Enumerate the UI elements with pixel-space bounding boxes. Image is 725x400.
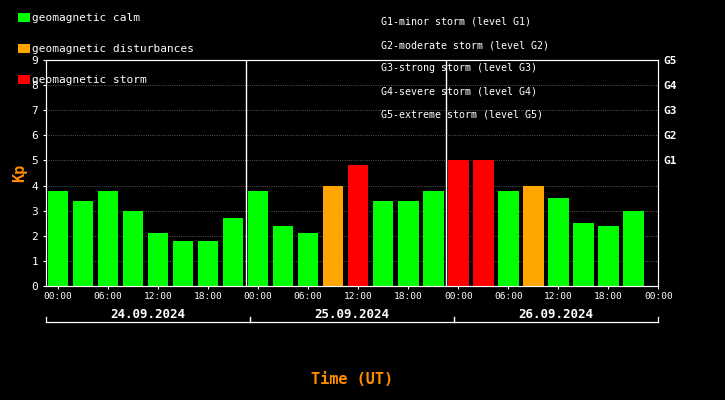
Bar xyxy=(48,190,68,286)
Text: G5-extreme storm (level G5): G5-extreme storm (level G5) xyxy=(381,110,542,120)
Bar xyxy=(98,190,118,286)
Bar xyxy=(623,211,644,286)
Bar xyxy=(73,201,94,286)
Bar xyxy=(598,226,618,286)
Text: 26.09.2024: 26.09.2024 xyxy=(518,308,594,320)
Bar xyxy=(248,190,268,286)
Bar xyxy=(473,160,494,286)
Bar xyxy=(498,190,518,286)
Bar xyxy=(398,201,418,286)
Text: geomagnetic storm: geomagnetic storm xyxy=(32,75,147,85)
Text: Time (UT): Time (UT) xyxy=(311,372,393,387)
Text: 24.09.2024: 24.09.2024 xyxy=(110,308,186,320)
Text: G2-moderate storm (level G2): G2-moderate storm (level G2) xyxy=(381,40,549,50)
Bar xyxy=(373,201,394,286)
Text: geomagnetic calm: geomagnetic calm xyxy=(32,13,140,23)
Text: G4-severe storm (level G4): G4-severe storm (level G4) xyxy=(381,86,536,96)
Bar xyxy=(173,241,194,286)
Bar xyxy=(148,233,168,286)
Bar xyxy=(223,218,244,286)
Text: geomagnetic disturbances: geomagnetic disturbances xyxy=(32,44,194,54)
Bar xyxy=(448,160,468,286)
Text: G1-minor storm (level G1): G1-minor storm (level G1) xyxy=(381,17,531,27)
Bar xyxy=(548,198,568,286)
Bar xyxy=(523,186,544,286)
Text: 25.09.2024: 25.09.2024 xyxy=(315,308,389,320)
Bar xyxy=(423,190,444,286)
Bar xyxy=(298,233,318,286)
Bar xyxy=(273,226,294,286)
Bar xyxy=(323,186,344,286)
Bar xyxy=(573,223,594,286)
Bar xyxy=(348,166,368,286)
Text: G3-strong storm (level G3): G3-strong storm (level G3) xyxy=(381,63,536,73)
Y-axis label: Kp: Kp xyxy=(12,164,27,182)
Bar xyxy=(198,241,218,286)
Bar xyxy=(123,211,144,286)
